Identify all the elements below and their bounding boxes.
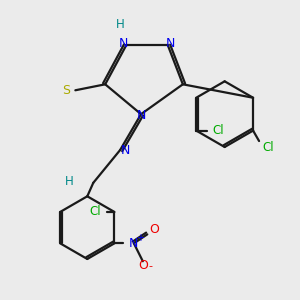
Text: +: + — [136, 233, 144, 243]
Text: -: - — [148, 261, 152, 271]
Text: Cl: Cl — [262, 140, 274, 154]
Text: N: N — [129, 237, 139, 250]
Text: H: H — [65, 175, 74, 188]
Text: S: S — [62, 84, 70, 97]
Text: Cl: Cl — [213, 124, 224, 137]
Text: N: N — [121, 143, 130, 157]
Text: N: N — [166, 38, 176, 50]
Text: Cl: Cl — [89, 206, 101, 218]
Text: N: N — [136, 109, 146, 122]
Text: O: O — [149, 224, 159, 236]
Text: O: O — [138, 259, 148, 272]
Text: H: H — [116, 18, 124, 31]
Text: N: N — [118, 38, 128, 50]
